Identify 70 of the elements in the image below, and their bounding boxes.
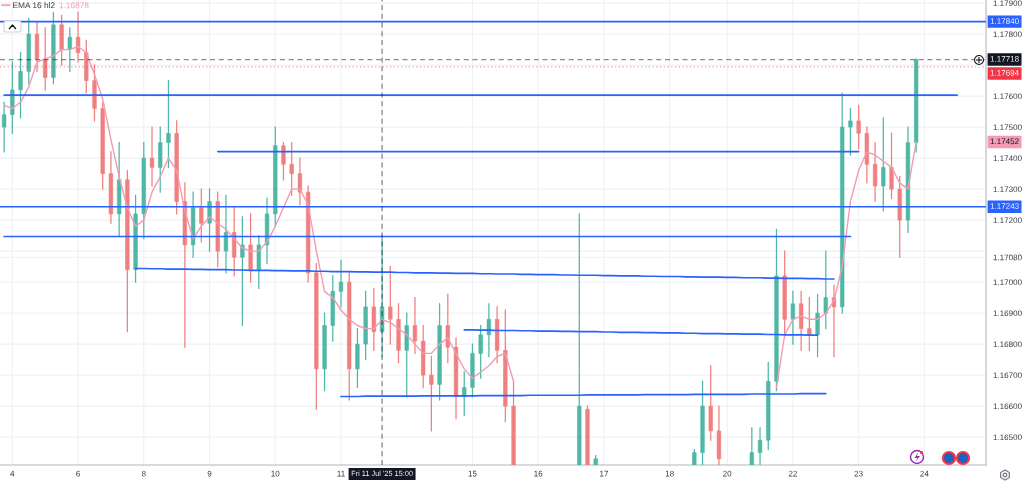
- candlestick: [749, 427, 754, 465]
- candlestick: [790, 290, 796, 345]
- x-tick-label: 8: [141, 470, 146, 477]
- candlestick: [388, 265, 393, 345]
- y-tick-label: 1.17600: [993, 93, 1022, 100]
- legend-label: EMA 16 hl2: [13, 2, 55, 9]
- annotation: 1.16878: [59, 2, 89, 9]
- y-tick-label: 1.16700: [993, 372, 1022, 379]
- y-tick-label: 1.17080: [993, 254, 1022, 261]
- candlestick: [486, 303, 492, 358]
- x-tick-label: 22: [788, 470, 797, 477]
- line-series: [134, 267, 835, 280]
- ref-line-label: 1.17694: [990, 69, 1019, 76]
- y-tick-label: 1.17900: [993, 0, 1022, 7]
- candlestick: [223, 194, 229, 274]
- ref-line-label: 1.17718: [990, 55, 1019, 62]
- x-tick-label: 6: [76, 470, 80, 477]
- candlestick: [872, 141, 878, 203]
- x-tick-label: 17: [600, 470, 608, 477]
- candlestick: [856, 104, 861, 150]
- x-tick-label: 18: [665, 470, 674, 477]
- candlestick: [757, 427, 763, 465]
- candlestick: [297, 157, 303, 206]
- candlestick: [289, 141, 294, 196]
- candlestick: [823, 250, 828, 330]
- candlestick: [881, 117, 886, 212]
- candlestick: [67, 27, 72, 72]
- candlestick: [281, 141, 286, 181]
- y-tick-label: 1.17000: [993, 279, 1022, 286]
- candlestick: [412, 296, 418, 355]
- x-tick-label: 23: [854, 470, 863, 477]
- candlestick: [462, 371, 467, 417]
- candlestick: [240, 216, 245, 327]
- x-tick-label: 24: [920, 470, 929, 477]
- candlestick: [807, 296, 812, 351]
- candlestick: [166, 79, 171, 169]
- annotation: 1.17452: [990, 138, 1019, 145]
- candlestick: [207, 188, 212, 252]
- candlestick: [75, 11, 81, 63]
- candlestick: [889, 132, 894, 200]
- x-tick-label: 15: [468, 470, 477, 477]
- x-tick-label: 20: [723, 470, 732, 477]
- candlestick: [199, 188, 204, 243]
- candlestick: [848, 107, 853, 156]
- y-tick-label: 1.16900: [993, 310, 1022, 317]
- y-tick-label: 1.17500: [993, 124, 1022, 131]
- x-tick-label: 16: [534, 470, 543, 477]
- x-tick-label: 4: [10, 470, 15, 477]
- candlestick: [338, 259, 344, 308]
- candlestick: [815, 293, 820, 358]
- candlestick: [429, 355, 434, 432]
- candlestick: [149, 126, 155, 187]
- candlestick: [478, 324, 483, 379]
- y-tick-label: 1.17800: [993, 31, 1022, 38]
- candlestick: [445, 293, 450, 364]
- y-tick-label: 1.17200: [993, 217, 1022, 224]
- y-tick-label: 1.17300: [993, 186, 1022, 193]
- candlestick: [831, 284, 837, 358]
- y-tick-label: 1.17400: [993, 155, 1022, 162]
- y-tick-label: 1.16800: [993, 341, 1022, 348]
- y-tick-label: 1.16500: [993, 434, 1022, 441]
- candlestick: [18, 52, 23, 119]
- ref-line-label: 1.17840: [990, 18, 1019, 24]
- candlestick: [1, 101, 7, 153]
- x-tick-label: 9: [207, 470, 212, 477]
- x-tick-label: 11: [337, 470, 345, 477]
- candlestick: [43, 27, 48, 91]
- x-tick-label: 10: [271, 470, 280, 477]
- y-tick-label: 1.16600: [993, 403, 1022, 410]
- ref-line-label: 1.17243: [990, 203, 1019, 209]
